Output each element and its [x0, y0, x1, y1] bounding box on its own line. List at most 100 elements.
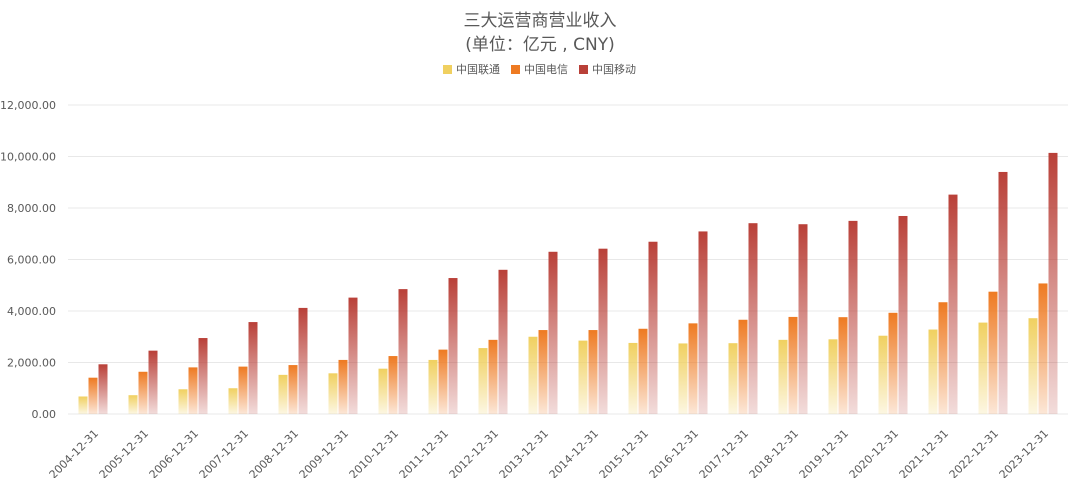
bar-2-7 [448, 278, 458, 414]
bar-0-7 [428, 359, 438, 414]
x-tick-label: 2004-12-31 [47, 427, 101, 478]
bar-1-1 [138, 371, 148, 414]
bar-2-4 [298, 307, 308, 414]
bar-1-13 [738, 319, 748, 414]
x-axis: 2004-12-312005-12-312006-12-312007-12-31… [47, 427, 1051, 478]
bar-2-0 [98, 364, 108, 414]
bar-1-19 [1038, 283, 1048, 414]
bar-0-4 [278, 374, 288, 414]
legend-swatch-0 [443, 65, 452, 74]
bar-0-2 [178, 389, 188, 414]
bar-1-5 [338, 359, 348, 414]
bar-1-2 [188, 367, 198, 414]
bar-2-14 [798, 224, 808, 414]
bar-1-12 [688, 323, 698, 414]
bar-2-5 [348, 297, 358, 414]
legend-swatch-1 [511, 65, 520, 74]
bar-0-6 [378, 368, 388, 414]
bar-1-15 [838, 317, 848, 414]
x-tick-label: 2012-12-31 [447, 427, 501, 478]
legend: 中国联通 中国电信 中国移动 [443, 63, 636, 76]
bar-1-14 [788, 316, 798, 414]
bar-2-12 [698, 231, 708, 414]
bar-1-3 [238, 366, 248, 414]
bar-0-9 [528, 336, 538, 414]
bar-1-9 [538, 330, 548, 414]
bar-0-8 [478, 348, 488, 414]
bar-0-0 [78, 396, 88, 414]
legend-label-0: 中国联通 [456, 63, 500, 76]
x-tick-label: 2005-12-31 [97, 427, 151, 478]
bar-0-14 [778, 339, 788, 414]
bar-1-8 [488, 339, 498, 414]
bars [78, 152, 1058, 414]
x-tick-label: 2022-12-31 [947, 427, 1001, 478]
bar-0-10 [578, 340, 588, 414]
y-tick-label: 6,000.00 [7, 254, 56, 267]
bar-0-12 [678, 343, 688, 414]
x-tick-label: 2008-12-31 [247, 427, 301, 478]
bar-0-15 [828, 339, 838, 414]
bar-2-15 [848, 220, 858, 414]
bar-2-16 [898, 215, 908, 414]
y-tick-label: 10,000.00 [0, 151, 56, 164]
bar-1-10 [588, 330, 598, 414]
bar-0-17 [928, 329, 938, 414]
bar-1-6 [388, 356, 398, 414]
bar-2-2 [198, 338, 208, 414]
y-tick-label: 2,000.00 [7, 357, 56, 370]
bar-2-1 [148, 350, 158, 414]
x-tick-label: 2021-12-31 [897, 427, 951, 478]
bar-1-0 [88, 377, 98, 414]
y-tick-label: 12,000.00 [0, 99, 56, 112]
y-tick-label: 8,000.00 [7, 202, 56, 215]
bar-1-16 [888, 312, 898, 414]
bar-0-5 [328, 373, 338, 414]
x-tick-label: 2007-12-31 [197, 427, 251, 478]
bar-2-13 [748, 223, 758, 414]
x-tick-label: 2009-12-31 [297, 427, 351, 478]
bar-0-1 [128, 395, 138, 414]
bar-2-3 [248, 322, 258, 414]
chart-subtitle: (单位：亿元 , CNY) [465, 35, 614, 55]
bar-0-3 [228, 388, 238, 414]
x-tick-label: 2018-12-31 [747, 427, 801, 478]
bar-1-11 [638, 328, 648, 414]
bar-2-9 [548, 251, 558, 414]
bar-0-11 [628, 342, 638, 414]
x-tick-label: 2010-12-31 [347, 427, 401, 478]
y-axis: 0.00 2,000.00 4,000.00 6,000.00 8,000.00 10,0… [0, 99, 56, 421]
bar-0-19 [1028, 318, 1038, 414]
x-tick-label: 2023-12-31 [997, 427, 1051, 478]
bar-0-18 [978, 322, 988, 414]
x-tick-label: 2013-12-31 [497, 427, 551, 478]
legend-label-1: 中国电信 [524, 63, 568, 76]
x-tick-label: 2015-12-31 [597, 427, 651, 478]
x-tick-label: 2014-12-31 [547, 427, 601, 478]
bar-0-16 [878, 335, 888, 414]
bar-1-18 [988, 291, 998, 414]
bar-0-13 [728, 343, 738, 414]
bar-1-17 [938, 302, 948, 414]
x-tick-label: 2017-12-31 [697, 427, 751, 478]
legend-swatch-2 [579, 65, 588, 74]
legend-label-2: 中国移动 [592, 63, 636, 76]
bar-2-19 [1048, 152, 1058, 414]
y-tick-label: 0.00 [32, 408, 57, 421]
x-tick-label: 2016-12-31 [647, 427, 701, 478]
bar-2-11 [648, 241, 658, 414]
bar-1-7 [438, 349, 448, 414]
chart-title: 三大运营商营业收入 [464, 11, 617, 31]
bar-1-4 [288, 365, 298, 414]
bar-2-10 [598, 248, 608, 414]
y-tick-label: 4,000.00 [7, 305, 56, 318]
bar-2-6 [398, 289, 408, 414]
x-tick-label: 2019-12-31 [797, 427, 851, 478]
bar-2-8 [498, 269, 508, 414]
x-tick-label: 2006-12-31 [147, 427, 201, 478]
x-tick-label: 2011-12-31 [397, 427, 451, 478]
bar-2-18 [998, 171, 1008, 414]
gridlines [68, 104, 1068, 415]
bar-2-17 [948, 194, 958, 414]
